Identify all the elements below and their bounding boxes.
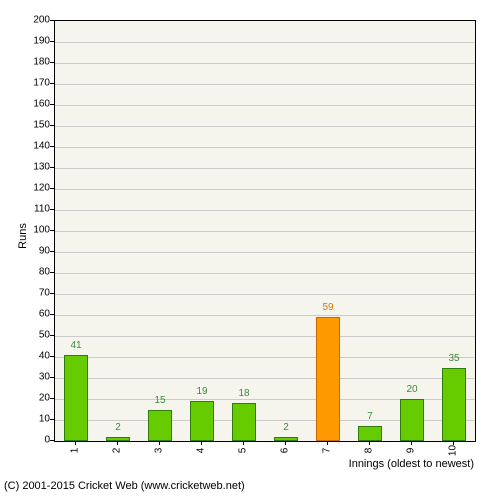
x-tick-mark [453, 441, 454, 445]
y-tick-mark [50, 188, 54, 189]
bar [148, 410, 172, 442]
y-tick-mark [50, 104, 54, 105]
chart-container: 41215191825972035 Runs Innings (oldest t… [0, 0, 500, 500]
grid-line [55, 294, 475, 295]
bar [442, 368, 466, 442]
y-tick-mark [50, 398, 54, 399]
grid-line [55, 315, 475, 316]
grid-line [55, 147, 475, 148]
x-tick-mark [117, 441, 118, 445]
y-tick-mark [50, 293, 54, 294]
y-tick-mark [50, 83, 54, 84]
grid-line [55, 126, 475, 127]
y-tick-label: 50 [30, 330, 50, 341]
grid-line [55, 273, 475, 274]
grid-line [55, 210, 475, 211]
y-tick-label: 90 [30, 246, 50, 257]
grid-line [55, 189, 475, 190]
x-tick-mark [75, 441, 76, 445]
y-tick-label: 140 [30, 141, 50, 152]
y-tick-mark [50, 125, 54, 126]
x-tick-mark [285, 441, 286, 445]
x-tick-mark [201, 441, 202, 445]
bar-value-label: 18 [238, 388, 249, 399]
bar [64, 355, 88, 441]
bar [190, 401, 214, 441]
grid-line [55, 357, 475, 358]
y-tick-mark [50, 230, 54, 231]
grid-line [55, 42, 475, 43]
x-tick-mark [327, 441, 328, 445]
x-tick-mark [411, 441, 412, 445]
grid-line [55, 378, 475, 379]
bar [232, 403, 256, 441]
bar [316, 317, 340, 441]
y-tick-label: 150 [30, 120, 50, 131]
x-tick-mark [159, 441, 160, 445]
grid-line [55, 252, 475, 253]
y-tick-label: 20 [30, 393, 50, 404]
y-tick-mark [50, 272, 54, 273]
y-axis-label: Runs [17, 223, 29, 249]
y-tick-label: 70 [30, 288, 50, 299]
y-tick-mark [50, 167, 54, 168]
y-tick-mark [50, 20, 54, 21]
y-tick-mark [50, 356, 54, 357]
y-tick-mark [50, 419, 54, 420]
y-tick-mark [50, 251, 54, 252]
bar-value-label: 19 [196, 386, 207, 397]
grid-line [55, 168, 475, 169]
bar-value-label: 59 [322, 302, 333, 313]
plot-area: 41 2 15 19 18 2 59 7 20 35 [54, 20, 476, 442]
y-tick-label: 130 [30, 162, 50, 173]
y-tick-label: 170 [30, 78, 50, 89]
y-tick-mark [50, 335, 54, 336]
y-tick-mark [50, 377, 54, 378]
y-tick-mark [50, 62, 54, 63]
grid-line [55, 231, 475, 232]
y-tick-label: 200 [30, 15, 50, 26]
y-tick-label: 10 [30, 414, 50, 425]
y-tick-label: 110 [30, 204, 50, 215]
y-tick-label: 190 [30, 36, 50, 47]
y-tick-mark [50, 146, 54, 147]
y-tick-mark [50, 314, 54, 315]
x-tick-mark [243, 441, 244, 445]
grid-line [55, 105, 475, 106]
bar-value-label: 20 [406, 384, 417, 395]
bar-value-label: 2 [115, 422, 121, 433]
y-tick-mark [50, 440, 54, 441]
y-tick-label: 100 [30, 225, 50, 236]
y-tick-label: 60 [30, 309, 50, 320]
bar-value-label: 35 [448, 353, 459, 364]
bar-value-label: 41 [70, 340, 81, 351]
bar-value-label: 15 [154, 395, 165, 406]
bar-value-label: 7 [367, 411, 373, 422]
bar [400, 399, 424, 441]
copyright-text: (C) 2001-2015 Cricket Web (www.cricketwe… [4, 480, 245, 492]
bar [358, 426, 382, 441]
grid-line [55, 84, 475, 85]
grid-line [55, 336, 475, 337]
y-tick-label: 40 [30, 351, 50, 362]
y-tick-label: 180 [30, 57, 50, 68]
y-tick-mark [50, 41, 54, 42]
y-tick-label: 0 [30, 435, 50, 446]
grid-line [55, 63, 475, 64]
y-tick-label: 80 [30, 267, 50, 278]
y-tick-mark [50, 209, 54, 210]
x-tick-mark [369, 441, 370, 445]
y-tick-label: 120 [30, 183, 50, 194]
bar-value-label: 2 [283, 422, 289, 433]
y-tick-label: 160 [30, 99, 50, 110]
y-tick-label: 30 [30, 372, 50, 383]
